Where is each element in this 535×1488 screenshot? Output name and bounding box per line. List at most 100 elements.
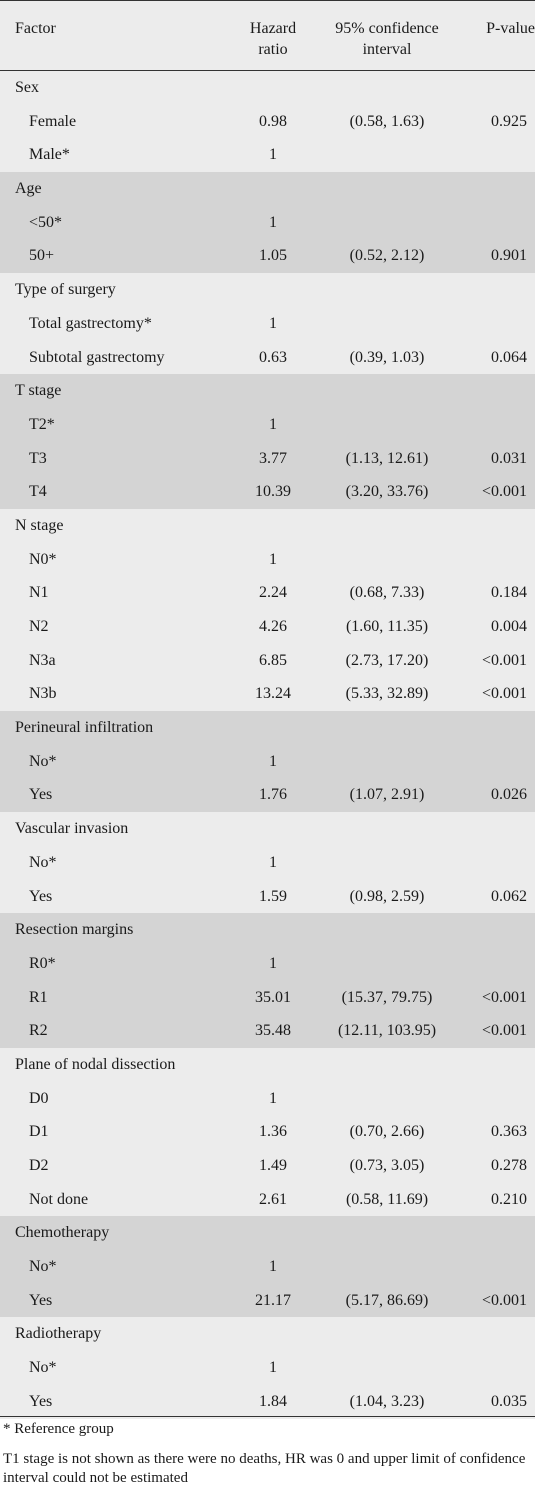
hazard-ratio-cell: 0.63 — [259, 348, 287, 366]
group-heading-row: Plane of nodal dissection — [0, 1048, 535, 1082]
hazard-ratio-cell: 1 — [269, 853, 277, 871]
hazard-ratio-cell: 0.98 — [259, 112, 287, 130]
confidence-interval-cell: (2.73, 17.20) — [345, 651, 429, 669]
confidence-interval-cell: (1.04, 3.23) — [349, 1392, 425, 1410]
confidence-interval-cell: (0.70, 2.66) — [349, 1123, 425, 1141]
hazard-ratio-cell: 10.39 — [255, 483, 291, 501]
level-label: Yes — [29, 1392, 53, 1410]
confidence-interval-cell: (0.68, 7.33) — [349, 584, 425, 602]
factor-group: Age <50* 1 50+ 1.05 (0.52, 2.12) 0.901 — [0, 172, 535, 274]
factor-group: T stage T2* 1 T3 3.77 (1.13, 12.61) 0.031 T4 10.… — [0, 374, 535, 509]
level-label: R1 — [29, 988, 48, 1006]
table-row: Total gastrectomy* 1 — [0, 307, 535, 341]
table-row: N3b 13.24 (5.33, 32.89) <0.001 — [0, 677, 535, 711]
table-row: Yes 1.84 (1.04, 3.23) 0.035 — [0, 1385, 535, 1419]
hazard-ratio-cell: 1.36 — [259, 1123, 287, 1141]
hazard-ratio-cell: 35.48 — [255, 1022, 291, 1040]
group-heading: Vascular invasion — [15, 820, 129, 838]
level-label: D0 — [29, 1089, 49, 1107]
factor-group: Radiotherapy No* 1 Yes 1.84 (1.04, 3.23) 0.035 — [0, 1317, 535, 1419]
hazard-ratio-cell: 1 — [269, 146, 277, 164]
level-label: R0* — [29, 954, 56, 972]
table-bottom-rule — [0, 1416, 535, 1417]
table-row: No* 1 — [0, 846, 535, 880]
level-label: N2 — [29, 618, 49, 635]
group-heading: Chemotherapy — [15, 1224, 110, 1242]
hazard-ratio-cell: 2.61 — [259, 1190, 287, 1208]
table-row: N0* 1 — [0, 543, 535, 577]
confidence-interval-cell: (0.98, 2.59) — [349, 887, 425, 905]
p-value-cell: 0.901 — [491, 247, 527, 265]
level-label: Total gastrectomy* — [29, 314, 152, 332]
group-heading: Perineural infiltration — [15, 719, 154, 737]
table-row: N2 4.26 (1.60, 11.35) 0.004 — [0, 610, 535, 644]
confidence-interval-cell: (3.20, 33.76) — [345, 483, 429, 501]
p-value-cell: 0.004 — [491, 618, 527, 635]
level-label: Yes — [29, 1291, 53, 1309]
hazard-ratio-cell: 1.84 — [259, 1392, 287, 1410]
confidence-interval-cell: (0.58, 1.63) — [349, 112, 425, 130]
header-factor: Factor — [15, 20, 56, 37]
level-label: Yes — [29, 786, 53, 804]
p-value-cell: <0.001 — [481, 988, 527, 1006]
table-row: 50+ 1.05 (0.52, 2.12) 0.901 — [0, 239, 535, 273]
table-header: Factor Hazard ratio 95% confidence inter… — [0, 0, 535, 71]
level-label: T3 — [29, 449, 47, 467]
group-heading: Sex — [15, 79, 39, 96]
factor-group: Chemotherapy No* 1 Yes 21.17 (5.17, 86.69) <0.… — [0, 1216, 535, 1318]
group-heading-row: Age — [0, 172, 535, 206]
hazard-ratio-cell: 1 — [269, 954, 277, 972]
confidence-interval-cell: (15.37, 79.75) — [341, 988, 433, 1006]
table-row: <50* 1 — [0, 206, 535, 240]
factor-group: N stage N0* 1 N1 2.24 (0.68, 7.33) 0.184 N2 4.26… — [0, 508, 535, 712]
table-row: R0* 1 — [0, 947, 535, 981]
table-row: Female 0.98 (0.58, 1.63) 0.925 — [0, 105, 535, 139]
confidence-interval-cell: (12.11, 103.95) — [337, 1022, 437, 1040]
group-heading-row: T stage — [0, 374, 535, 408]
confidence-interval-cell: (1.13, 12.61) — [345, 449, 429, 467]
level-label: T2* — [29, 415, 55, 433]
level-label: Female — [29, 112, 77, 130]
table-body: Sex Female 0.98 (0.58, 1.63) 0.925 Male* 1 Age <… — [0, 71, 535, 1419]
hazard-ratio-cell: 2.24 — [259, 584, 287, 602]
level-label: T4 — [29, 483, 47, 501]
group-heading: T stage — [15, 382, 62, 400]
table-row: N1 2.24 (0.68, 7.33) 0.184 — [0, 576, 535, 610]
header-p-value: P-value — [486, 20, 535, 37]
table-row: No* 1 — [0, 1250, 535, 1284]
table-row: Yes 1.76 (1.07, 2.91) 0.026 — [0, 778, 535, 812]
group-heading: Plane of nodal dissection — [15, 1055, 176, 1073]
table-row: Yes 21.17 (5.17, 86.69) <0.001 — [0, 1284, 535, 1318]
hazard-ratio-cell: 1 — [269, 314, 277, 332]
hazard-ratio-cell: 3.77 — [259, 449, 287, 467]
table-row: T4 10.39 (3.20, 33.76) <0.001 — [0, 475, 535, 509]
table-row: R2 35.48 (12.11, 103.95) <0.001 — [0, 1014, 535, 1048]
hazard-ratio-cell: 1 — [269, 415, 277, 433]
table-row: No* 1 — [0, 1351, 535, 1385]
group-heading-row: Sex — [0, 71, 535, 105]
level-label: D1 — [29, 1123, 49, 1141]
confidence-interval-cell: (0.58, 11.69) — [345, 1190, 429, 1208]
table-row: D2 1.49 (0.73, 3.05) 0.278 — [0, 1149, 535, 1183]
table-row: N3a 6.85 (2.73, 17.20) <0.001 — [0, 644, 535, 678]
group-heading-row: Perineural infiltration — [0, 711, 535, 745]
confidence-interval-cell: (1.60, 11.35) — [345, 618, 429, 635]
level-label: 50+ — [29, 247, 55, 265]
footnote-reference: * Reference group — [3, 1421, 114, 1437]
group-heading-row: Resection margins — [0, 913, 535, 947]
hazard-ratio-cell: 21.17 — [255, 1291, 291, 1309]
table-row: Subtotal gastrectomy 0.63 (0.39, 1.03) 0.06… — [0, 341, 535, 375]
p-value-cell: 0.026 — [491, 786, 527, 804]
factor-group: Type of surgery Total gastrectomy* 1 Subtot… — [0, 273, 535, 375]
p-value-cell: 0.925 — [491, 112, 527, 130]
confidence-interval-cell: (0.52, 2.12) — [349, 247, 425, 265]
hazard-ratio-cell: 1.76 — [259, 786, 287, 804]
table-row: Male* 1 — [0, 138, 535, 172]
hazard-ratio-cell: 1 — [269, 213, 277, 231]
level-label: No* — [29, 853, 57, 871]
p-value-cell: 0.363 — [491, 1123, 527, 1141]
hazard-ratio-cell: 1 — [269, 1359, 277, 1377]
group-heading-row: Radiotherapy — [0, 1317, 535, 1351]
footnote-t1: T1 stage is not shown as there were no d… — [3, 1451, 526, 1486]
p-value-cell: 0.064 — [491, 348, 527, 366]
